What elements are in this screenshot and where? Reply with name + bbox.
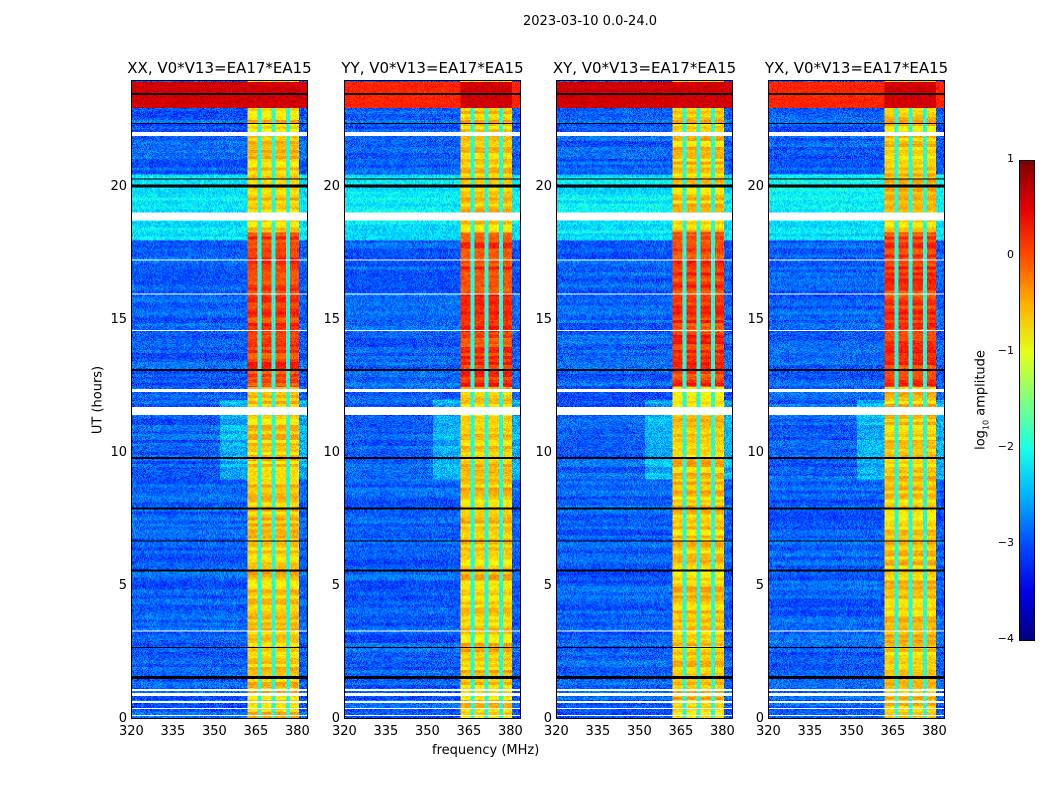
y-tick-label: 5 [118, 577, 127, 593]
y-tick-label: 10 [323, 444, 340, 460]
y-tick-label: 5 [755, 577, 764, 593]
panel-title: XX, V0*V13=EA17*EA15 [127, 59, 312, 77]
colorbar-tick-label: −3 [997, 536, 1014, 549]
y-tick-label: 5 [543, 577, 552, 593]
x-axis-label: frequency (MHz) [432, 743, 540, 758]
x-tick-label: 365 [668, 724, 694, 739]
y-tick-label: 20 [323, 178, 340, 194]
y-tick-label: 0 [118, 711, 127, 726]
panel-title: YY, V0*V13=EA17*EA15 [341, 59, 524, 77]
y-tick-label: 20 [747, 178, 764, 194]
x-tick-label: 320 [544, 724, 569, 739]
figure-title: 2023-03-10 0.0-24.0 [523, 14, 657, 29]
x-tick-label: 350 [201, 724, 227, 739]
y-tick-label: 15 [535, 311, 552, 327]
x-tick-label: 380 [709, 724, 735, 739]
colorbar-tick-label: 1 [1007, 152, 1014, 165]
x-tick-label: 350 [626, 724, 652, 739]
colorbar [1019, 160, 1035, 641]
y-tick-label: 0 [331, 711, 340, 726]
colorbar-label: log10 amplitude [973, 350, 991, 450]
x-tick-label: 365 [243, 724, 269, 739]
x-tick-label: 365 [456, 724, 482, 739]
x-tick-label: 380 [921, 724, 947, 739]
x-tick-label: 365 [880, 724, 906, 739]
spectrogram-panel [768, 80, 945, 719]
x-tick-label: 320 [119, 724, 144, 739]
y-tick-label: 15 [323, 311, 340, 327]
colorbar-tick-label: −1 [997, 344, 1014, 357]
x-tick-label: 320 [756, 724, 781, 739]
spectrogram-panel [131, 80, 308, 719]
x-tick-label: 350 [838, 724, 864, 739]
y-tick-label: 0 [755, 711, 764, 726]
x-tick-label: 380 [497, 724, 523, 739]
colorbar-tick-label: −4 [997, 632, 1014, 645]
y-tick-label: 20 [535, 178, 552, 194]
x-tick-label: 335 [373, 724, 399, 739]
colorbar-tick-label: 0 [1007, 248, 1014, 261]
panel-title: XY, V0*V13=EA17*EA15 [552, 59, 737, 77]
y-tick-label: 0 [543, 711, 552, 726]
y-tick-label: 15 [747, 311, 764, 327]
spectrogram-panel [344, 80, 521, 719]
colorbar-tick-label: −2 [997, 440, 1014, 453]
x-tick-label: 335 [585, 724, 611, 739]
x-tick-label: 380 [284, 724, 310, 739]
x-tick-label: 320 [332, 724, 357, 739]
y-tick-label: 10 [535, 444, 552, 460]
y-tick-label: 5 [331, 577, 340, 593]
y-tick-label: 10 [110, 444, 127, 460]
y-tick-label: 15 [110, 311, 127, 327]
spectrogram-panel [556, 80, 733, 719]
x-tick-label: 335 [797, 724, 823, 739]
y-tick-label: 10 [747, 444, 764, 460]
y-tick-label: 20 [110, 178, 127, 194]
panel-title: YX, V0*V13=EA17*EA15 [764, 59, 949, 77]
x-tick-label: 335 [160, 724, 186, 739]
x-tick-label: 350 [414, 724, 440, 739]
y-axis-label: UT (hours) [90, 365, 106, 435]
